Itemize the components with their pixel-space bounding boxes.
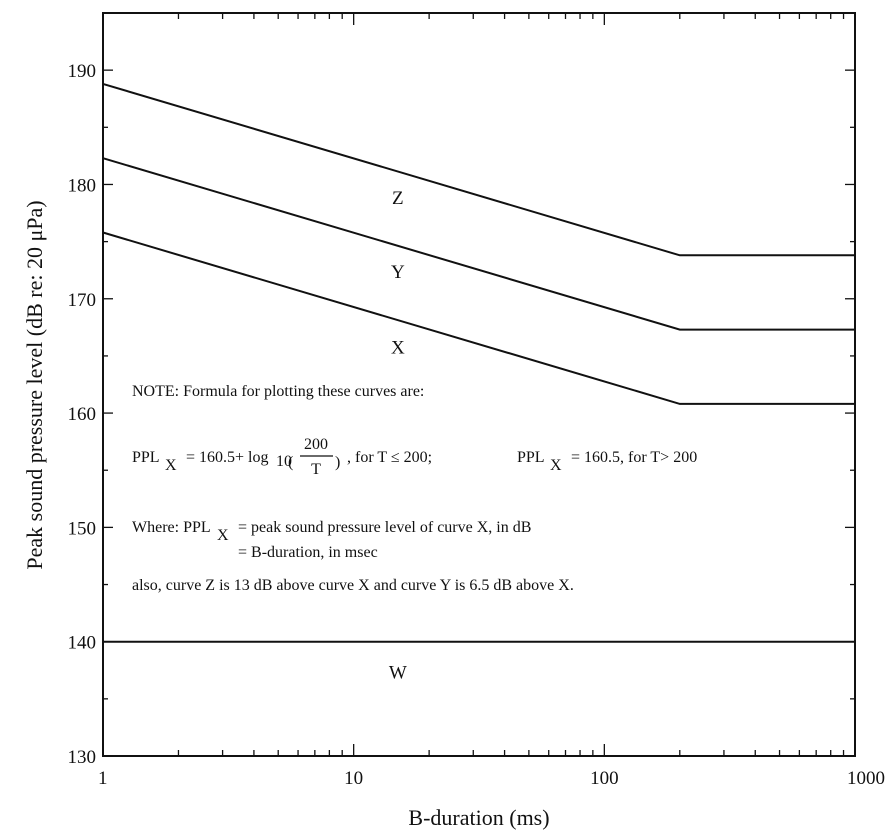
formula-ppl-2-subscript: X <box>550 457 562 474</box>
formula-equation: = 160.5+ log <box>186 449 269 466</box>
formula-paren-left: ( <box>288 454 293 471</box>
formula-condition-2: = 160.5, for T> 200 <box>571 449 697 466</box>
series-line-y <box>102 157 855 331</box>
formula-line: PPL X = 160.5+ log 10 ( 200 T ) , for T … <box>132 436 697 478</box>
y-axis-title: Peak sound pressure level (dB re: 20 μPa… <box>22 200 47 569</box>
where-line: Where: PPL X = peak sound pressure level… <box>132 519 531 544</box>
series-group <box>102 82 855 643</box>
where-prefix: Where: PPL <box>132 519 211 536</box>
x-tick-label: 10 <box>344 768 363 789</box>
formula-paren-right: ) <box>335 454 340 471</box>
y-tick-label: 140 <box>68 633 97 654</box>
note-line-4: = B-duration, in msec <box>238 544 378 561</box>
where-rest: = peak sound pressure level of curve X, … <box>238 519 531 536</box>
y-tick-label: 170 <box>68 290 97 311</box>
note-line-5: also, curve Z is 13 dB above curve X and… <box>132 577 574 594</box>
formula-ppl-2: PPL <box>517 449 545 466</box>
y-tick-label: 130 <box>68 747 97 768</box>
series-line-x <box>102 231 855 405</box>
formula-note: NOTE: Formula for plotting these curves … <box>132 383 697 594</box>
formula-ppl: PPL <box>132 449 160 466</box>
series-line-z <box>102 82 855 257</box>
formula-denominator: T <box>311 461 321 478</box>
curve-label-z: Z <box>392 188 404 209</box>
x-tick-label: 1 <box>98 768 108 789</box>
curve-label-y: Y <box>391 262 405 283</box>
x-tick-label: 1000 <box>847 768 885 789</box>
y-tick-label: 190 <box>68 61 97 82</box>
formula-log-subscript: 10 <box>276 453 292 470</box>
formula-numerator: 200 <box>304 436 328 453</box>
x-tick-label: 100 <box>590 768 619 789</box>
y-tick-label: 160 <box>68 404 97 425</box>
x-axis-title: B-duration (ms) <box>408 805 549 830</box>
note-line-1: NOTE: Formula for plotting these curves … <box>132 383 424 400</box>
axis-tick-labels: 130 140 150 160 170 180 190 1 10 100 1000 <box>68 61 886 789</box>
curve-label-x: X <box>391 338 405 359</box>
y-tick-label: 150 <box>68 518 97 539</box>
formula-condition-1: , for T ≤ 200; <box>347 449 432 466</box>
plot-frame <box>102 12 856 757</box>
formula-ppl-subscript: X <box>165 457 177 474</box>
where-subscript: X <box>217 527 229 544</box>
curve-labels: Z Y X W <box>389 188 407 683</box>
curve-label-w: W <box>389 662 407 683</box>
y-tick-label: 180 <box>68 175 97 196</box>
